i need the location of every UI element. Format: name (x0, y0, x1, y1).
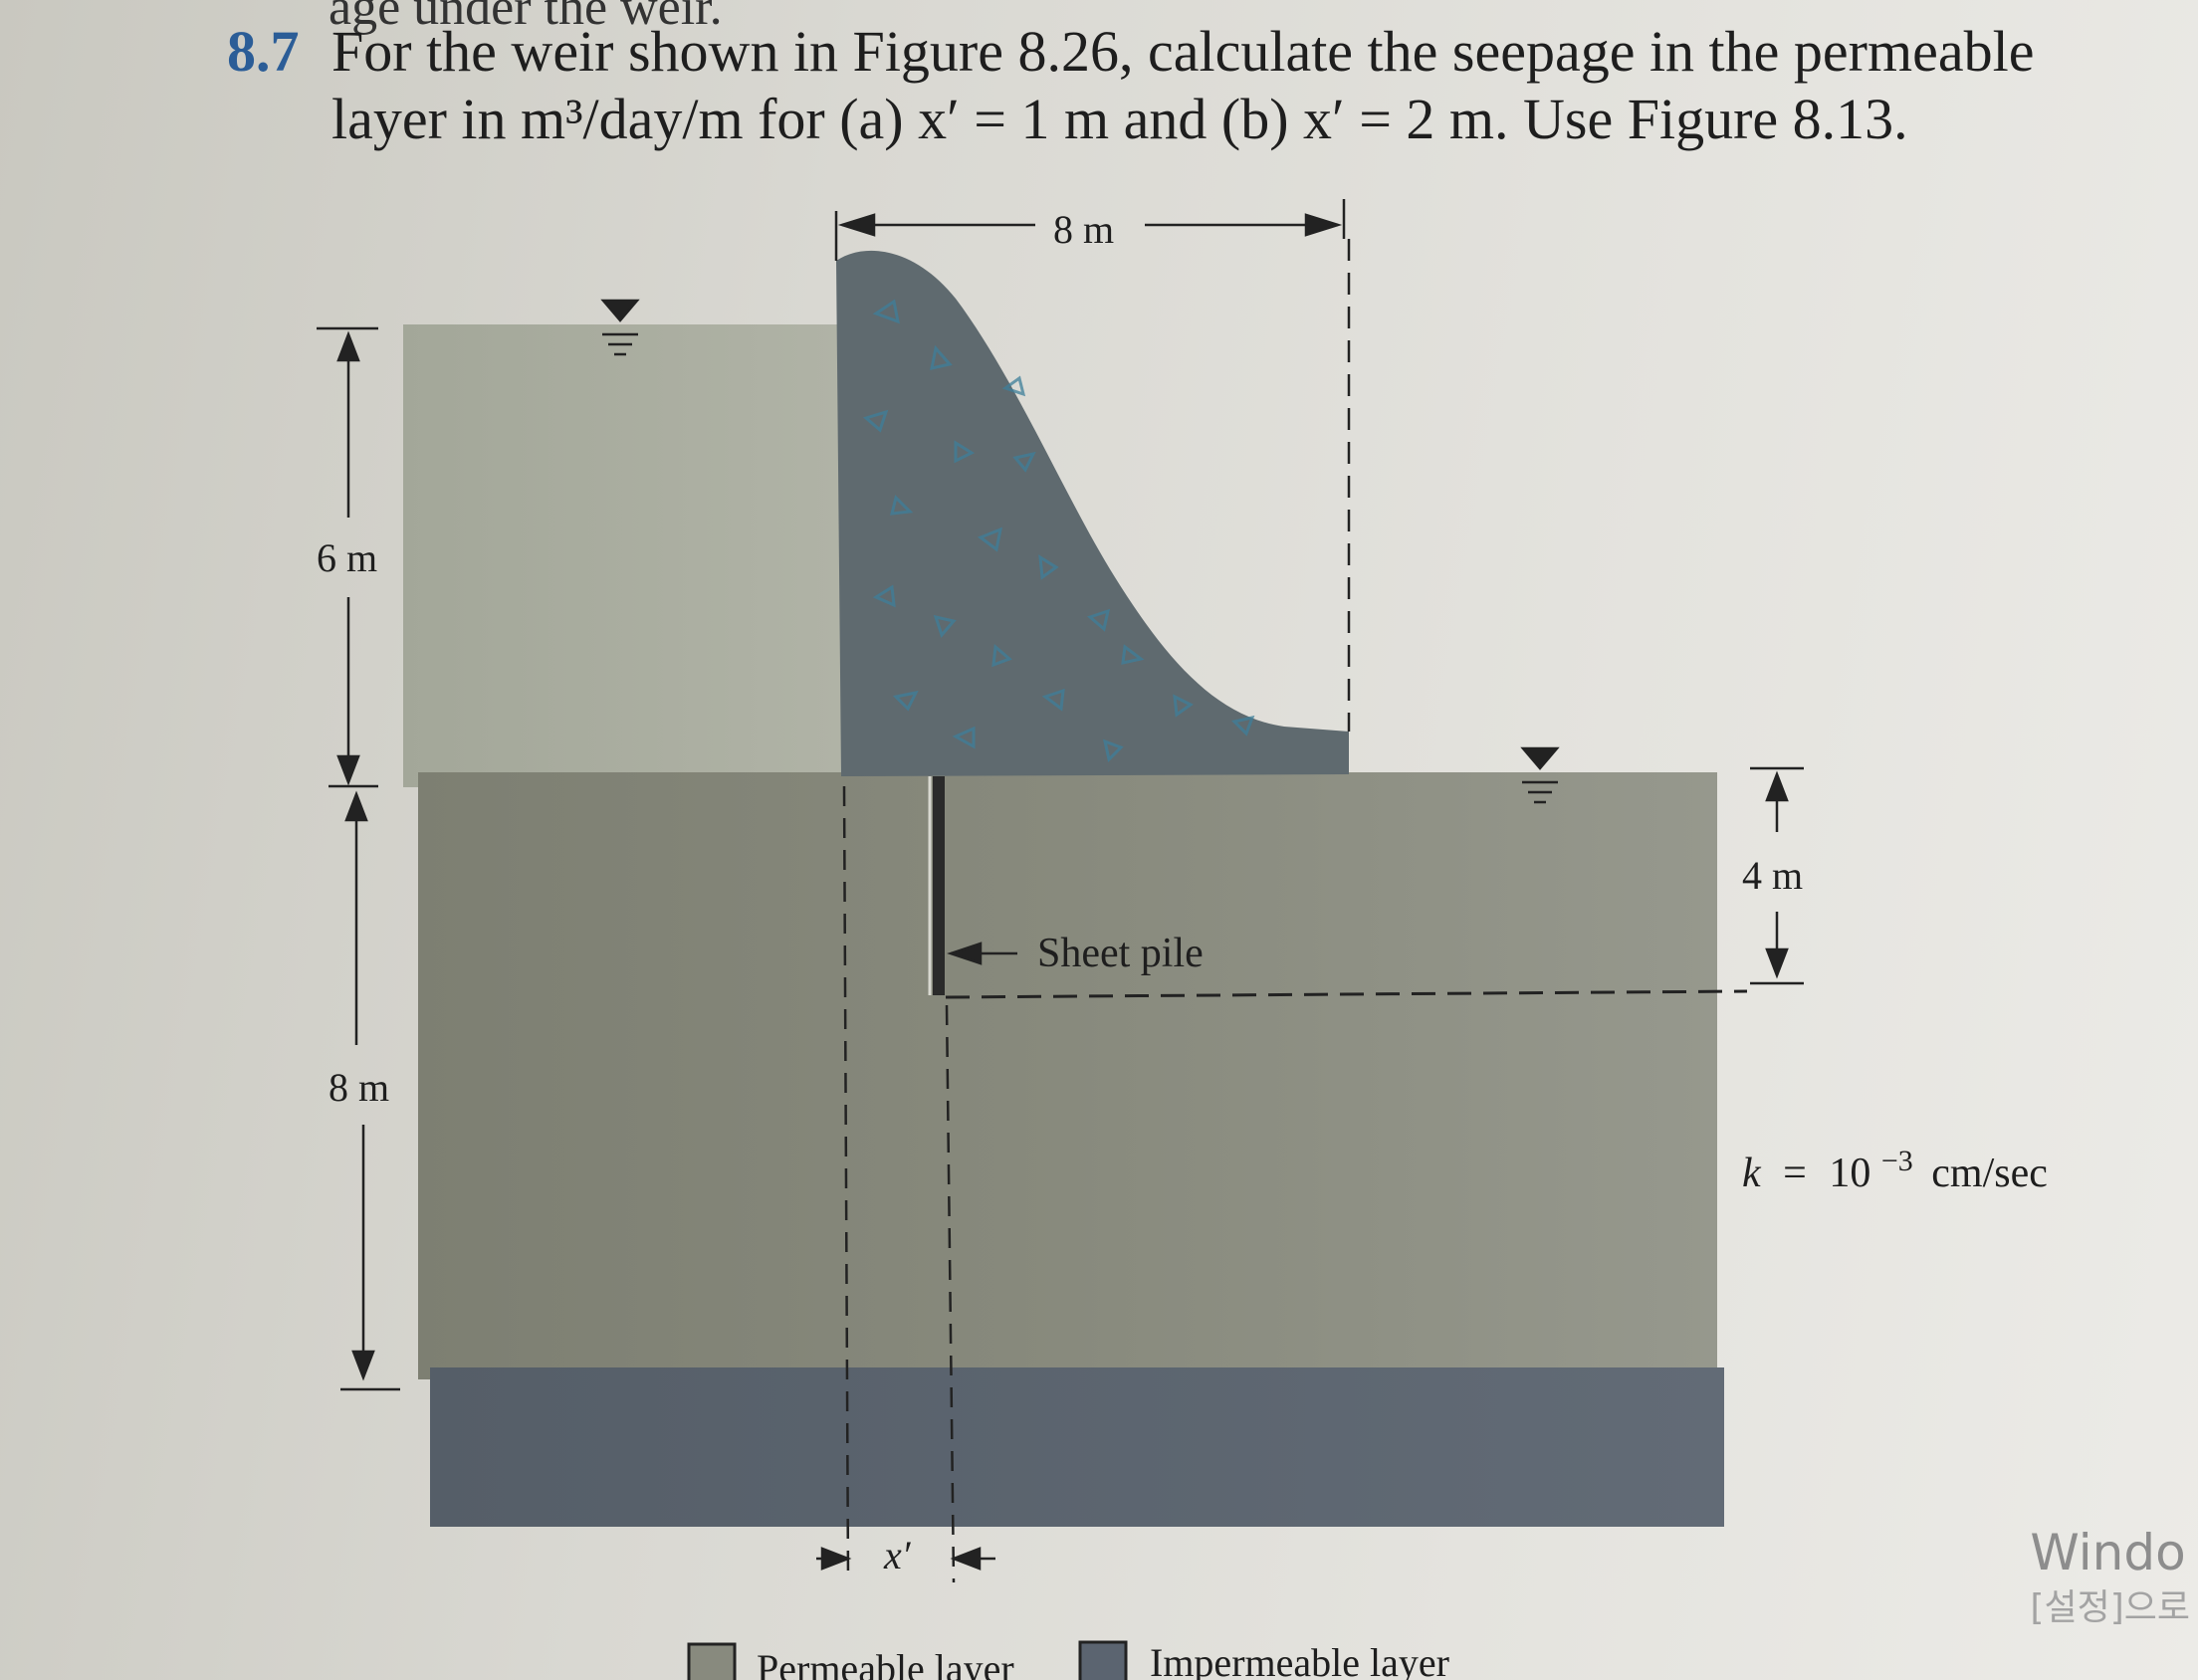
water-level-marker-downstream (1520, 746, 1560, 804)
sheet-pile (933, 776, 945, 995)
permeability-label: k = 10 −3 cm/sec (1742, 1135, 2048, 1196)
legend: Permeable layer Impermeable layer (687, 1640, 1449, 1680)
dim-sheet-pile-depth-label: 4 m (1742, 853, 1803, 898)
permeability-base: 10 (1829, 1151, 1870, 1196)
sheet-pile-tip-line (945, 989, 1748, 999)
permeability-unit: cm/sec (1931, 1151, 2048, 1196)
sheet-pile-pointer (947, 942, 1017, 965)
legend-impermeable-label: Impermeable layer (1150, 1640, 1449, 1680)
water-level-marker-upstream (600, 299, 640, 356)
permeability-k: k (1742, 1151, 1762, 1196)
dim-offset-x (816, 785, 995, 1583)
windows-activation-watermark: Windo [설정]으로 (2030, 1521, 2190, 1632)
watermark-line-2: [설정]으로 (2030, 1587, 2190, 1628)
dim-sheet-pile-depth (1750, 766, 1804, 985)
weir-body (836, 250, 1349, 777)
dim-water-depth-label: 6 m (317, 535, 377, 580)
permeability-exponent: −3 (1881, 1145, 1913, 1177)
legend-permeable-swatch (687, 1642, 737, 1680)
dim-top-width-label: 8 m (1053, 207, 1114, 252)
dim-top-width (834, 199, 1351, 732)
problem-line-1: For the weir shown in Figure 8.26, calcu… (331, 19, 2035, 84)
permeable-layer (418, 772, 1717, 1379)
problem-text: For the weir shown in Figure 8.26, calcu… (331, 18, 2178, 153)
problem-statement: 8.7 For the weir shown in Figure 8.26, c… (227, 18, 2178, 153)
legend-impermeable-swatch (1078, 1640, 1128, 1680)
permeability-eq: = (1783, 1151, 1807, 1196)
sheet-pile-label: Sheet pile (1037, 931, 1204, 976)
problem-number: 8.7 (227, 19, 300, 84)
impermeable-layer (430, 1367, 1724, 1527)
dim-layer-depth-label: 8 m (329, 1065, 389, 1110)
upstream-water (403, 324, 841, 787)
legend-permeable-label: Permeable layer (757, 1646, 1014, 1680)
problem-line-2: layer in m³/day/m for (a) x′ = 1 m and (… (331, 86, 1908, 151)
dim-offset-label: x′ (883, 1533, 912, 1577)
watermark-line-1: Windo (2030, 1524, 2186, 1581)
weir-texture (862, 299, 1255, 762)
cut-off-previous-line: age under the weir. (329, 0, 723, 36)
dim-left (317, 326, 400, 1391)
